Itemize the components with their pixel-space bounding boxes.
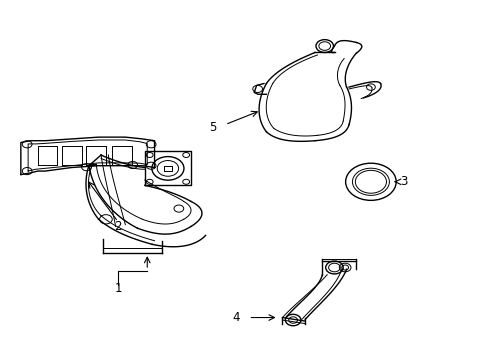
Text: 2: 2: [114, 220, 122, 233]
Text: 5: 5: [208, 121, 216, 134]
Text: 4: 4: [232, 311, 239, 324]
Text: 1: 1: [114, 283, 122, 296]
Text: 3: 3: [399, 175, 407, 188]
